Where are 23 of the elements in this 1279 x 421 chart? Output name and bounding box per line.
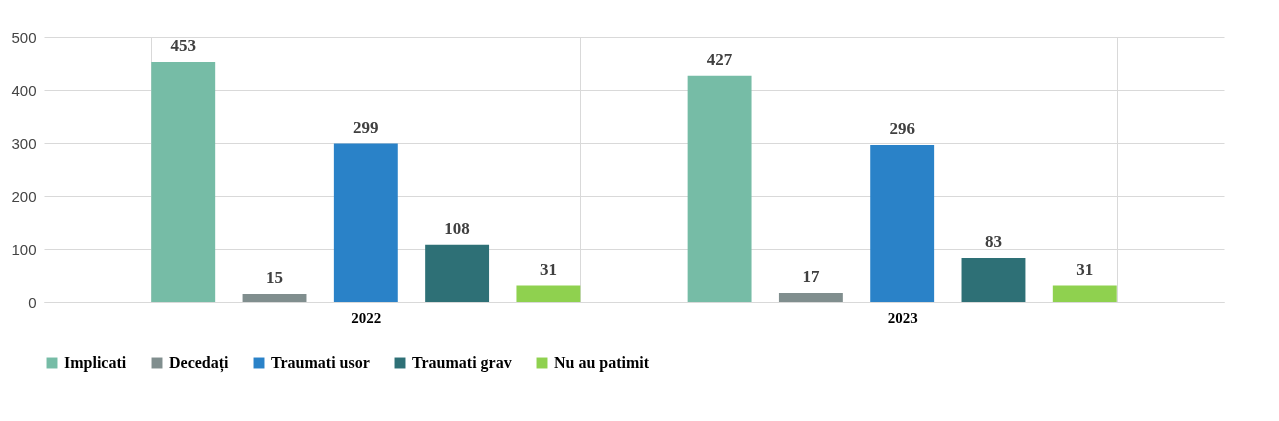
data-label: 108 [444, 218, 470, 238]
y-tick-label: 500 [11, 28, 37, 46]
data-label: 31 [539, 259, 557, 279]
legend-label: Traumati grav [412, 354, 512, 372]
legend-label: Traumati usor [271, 354, 370, 371]
y-tick-label: 400 [11, 81, 37, 99]
legend-label: Decedați [169, 354, 230, 373]
data-label: 17 [802, 266, 820, 286]
y-tick-label: 0 [28, 293, 37, 311]
data-label: 453 [170, 35, 196, 55]
data-label: 31 [1076, 259, 1094, 279]
data-label: 296 [889, 119, 915, 139]
x-tick-label: 2023 [887, 309, 918, 326]
y-tick-label: 200 [11, 187, 37, 205]
y-tick-label: 300 [11, 134, 37, 152]
data-label: 83 [984, 232, 1002, 252]
y-tick-label: 100 [11, 240, 37, 258]
data-label: 427 [706, 49, 733, 69]
legend-label: Implicati [64, 354, 127, 372]
x-tick-label: 2022 [351, 309, 382, 326]
data-label: 299 [353, 117, 379, 137]
legend-label: Nu au patimit [554, 354, 650, 372]
data-label: 15 [266, 268, 284, 288]
